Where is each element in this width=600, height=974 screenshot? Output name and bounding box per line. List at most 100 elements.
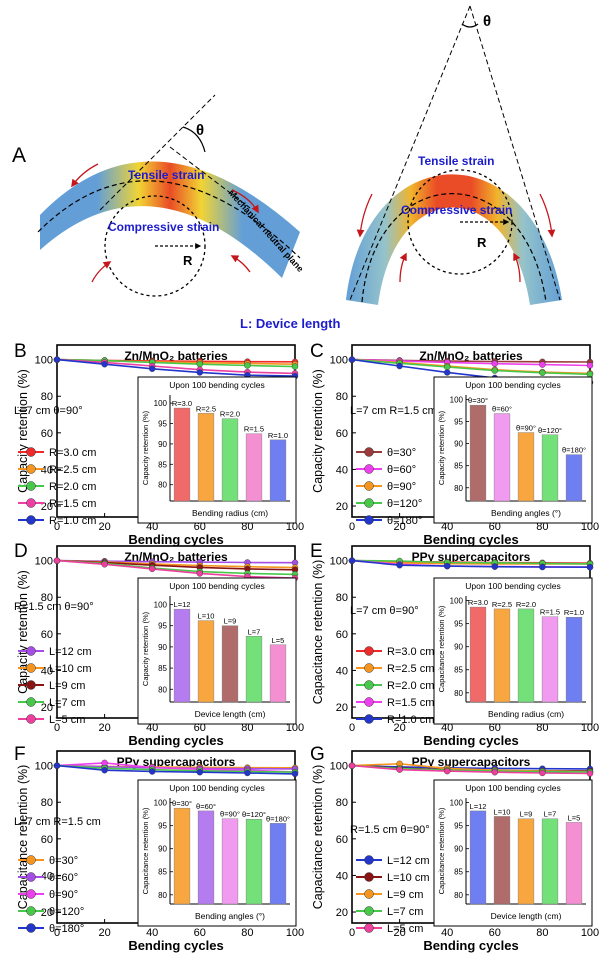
inset-x-axis-label: Bending angles (°)	[195, 911, 265, 921]
y-tick-label: 80	[41, 592, 53, 604]
inset-y-tick-label: 90	[454, 440, 463, 449]
condition-label: L=7 cm θ=90°	[14, 405, 83, 417]
x-axis-label: Bending cycles	[423, 733, 518, 748]
inset-y-axis-label: Capacity retention (%)	[437, 410, 446, 485]
left-theta-label: θ	[196, 122, 204, 139]
x-tick-label: 60	[489, 722, 501, 734]
legend-swatch-marker	[26, 889, 36, 899]
inset-bar	[197, 413, 215, 502]
left-bend-circle	[104, 195, 206, 297]
legend-swatch-marker	[26, 906, 36, 916]
condition-label: L=7 cm R=1.5 cm	[350, 405, 437, 417]
x-axis-label: Bending cycles	[423, 938, 518, 953]
legend-entry-label: L=12 cm	[387, 855, 430, 867]
inset-bar	[269, 644, 287, 703]
x-axis-label: Bending cycles	[128, 733, 223, 748]
right-device-band	[346, 174, 562, 305]
inset-title: Upon 100 bending cycles	[169, 581, 264, 591]
x-tick-label: 60	[489, 927, 501, 939]
legend-entry-label: R=1.0 cm	[387, 714, 434, 726]
x-tick-label: 0	[54, 927, 60, 939]
device-length-label: L: Device length	[240, 316, 340, 331]
y-tick-label: 80	[41, 391, 53, 403]
legend-entry-label: θ=60°	[387, 464, 416, 476]
left-radius-label: R	[183, 253, 193, 268]
legend-swatch-marker	[364, 464, 374, 474]
inset-y-axis-label: Capacity retention (%)	[141, 410, 150, 485]
y-tick-label: 60	[336, 629, 348, 641]
panel-label: B	[14, 341, 27, 362]
y-tick-label: 100	[35, 355, 53, 367]
series-line	[351, 559, 591, 569]
data-point	[196, 361, 204, 368]
legend-entry-label: R=1.5 cm	[49, 498, 96, 510]
y-tick-label: 100	[35, 761, 53, 773]
inset-bar-label: L=5	[568, 813, 581, 822]
x-tick-label: 80	[536, 927, 548, 939]
inset-frame	[433, 376, 593, 524]
inset-bar-chart: Upon 100 bending cycles 80 85 90 95 100 R=3.0 R…	[137, 376, 297, 524]
inset-y-tick-label: 100	[450, 799, 464, 808]
x-tick-label: 0	[349, 722, 355, 734]
x-tick-label: 20	[98, 927, 110, 939]
x-tick-label: 80	[241, 722, 253, 734]
inset-y-tick-label: 85	[158, 664, 167, 673]
y-tick-label: 40	[41, 464, 53, 476]
inset-bar	[197, 620, 215, 703]
inset-bar	[197, 810, 215, 905]
left-theta-arc	[182, 126, 206, 153]
inset-frame	[433, 577, 593, 725]
data-point	[444, 562, 451, 570]
legend-entry-label: L=7 cm	[49, 697, 85, 709]
y-axis-label: Capacitance retention (%)	[311, 765, 325, 910]
inset-bar	[221, 818, 239, 905]
x-tick-label: 100	[581, 722, 599, 734]
series-line	[351, 358, 591, 376]
panel-label-a: A	[12, 144, 26, 167]
data-point	[539, 563, 546, 571]
inset-bar	[221, 418, 239, 502]
inset-y-tick-label: 90	[454, 845, 463, 854]
legend-swatch-marker	[26, 646, 36, 656]
inset-bar-label: R=2.0	[220, 410, 240, 419]
data-point	[148, 365, 156, 372]
inset-bar-label: R=3.0	[172, 399, 192, 408]
inset-bar	[565, 617, 583, 703]
y-axis-label: Capacitance retention (%)	[16, 765, 30, 910]
condition-label: L=7 cm θ=90°	[350, 605, 419, 617]
schematic-left-device: θ Tensile strain Compressive strain R Me…	[37, 94, 306, 297]
right-radius-label: R	[477, 235, 487, 250]
legend-entry-label: R=3.0 cm	[387, 646, 434, 658]
y-tick-label: 100	[330, 556, 348, 568]
y-tick-label: 60	[41, 428, 53, 440]
data-point	[539, 769, 546, 777]
right-strain-arrow-3	[399, 252, 407, 283]
y-tick-label: 20	[336, 702, 348, 714]
inset-y-tick-label: 95	[158, 420, 167, 429]
inset-bar-label: θ=120°	[538, 426, 562, 435]
legend-entry-label: R=1.5 cm	[387, 697, 434, 709]
inset-x-axis-label: Bending radius (cm)	[488, 709, 564, 719]
series-line	[351, 764, 591, 773]
legend-swatch-marker	[26, 464, 36, 474]
inset-y-tick-label: 80	[158, 891, 167, 900]
y-tick-label: 80	[336, 797, 348, 809]
legend-entry-label: L=9 cm	[387, 889, 423, 901]
inset-y-tick-label: 100	[450, 597, 464, 606]
inset-bar	[493, 816, 511, 905]
inset-bar	[173, 407, 191, 502]
inset-y-tick-label: 95	[158, 622, 167, 631]
inset-frame	[137, 376, 297, 524]
left-guide-line-1	[99, 94, 216, 211]
data-point	[444, 363, 451, 371]
inset-x-axis-label: Device length (cm)	[195, 709, 266, 719]
x-tick-label: 100	[286, 927, 304, 939]
inset-bar	[469, 810, 487, 905]
inset-y-axis-label: Capacitance retention (%)	[437, 807, 446, 894]
y-tick-label: 40	[336, 665, 348, 677]
inset-title: Upon 100 bending cycles	[465, 581, 560, 591]
inset-bar	[245, 636, 263, 703]
y-tick-label: 20	[336, 907, 348, 919]
